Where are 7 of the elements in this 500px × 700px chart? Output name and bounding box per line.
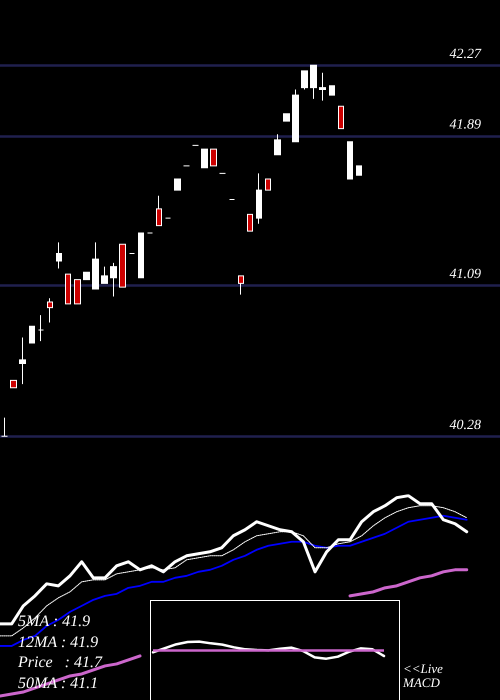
y-tick-label: 41.89	[450, 118, 481, 133]
annotation: 12MA : 41.9	[18, 632, 98, 652]
annotation: <<Live MACD	[403, 661, 444, 690]
y-tick-label: 41.09	[450, 266, 481, 282]
y-tick-label: 42.27	[450, 46, 482, 62]
annotation: Price : 41.7	[18, 653, 102, 673]
y-tick-label: 40.28	[450, 418, 481, 433]
